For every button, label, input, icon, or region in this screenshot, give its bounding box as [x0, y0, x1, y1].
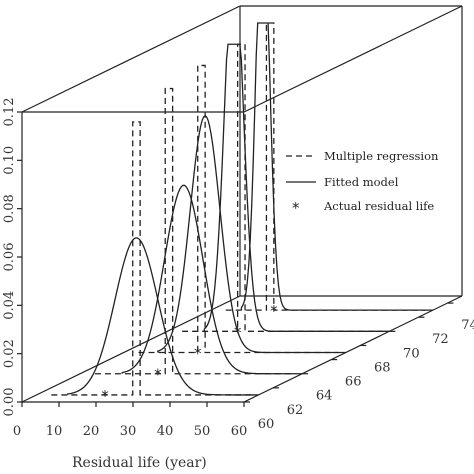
- x-tick-label: 30: [120, 424, 137, 439]
- z-tick-label: 0.08: [2, 194, 17, 223]
- legend-star-marker: *: [292, 199, 300, 217]
- fitted-model-curve: [157, 114, 346, 354]
- y-tick-label: 74: [461, 318, 474, 333]
- legend: Multiple regression Fitted model * Actua…: [286, 149, 439, 217]
- legend-label-fitted-model: Fitted model: [324, 175, 399, 189]
- legend-label-multiple-regression: Multiple regression: [324, 149, 439, 163]
- actual-residual-life-marker: *: [270, 302, 278, 320]
- box-edge-ftl-btl: [21, 5, 241, 113]
- z-tick-label: 0.00: [2, 388, 17, 417]
- multiple-regression-line: [225, 22, 426, 311]
- x-tick-label: 0: [13, 424, 21, 439]
- legend-label-actual-residual-life: Actual residual life: [323, 199, 434, 213]
- z-tick-label: 0.02: [2, 339, 17, 368]
- axis-ticks: 0 10 20 30 40 50 60 60 62 64 66 68 70 72 74 0.00 0.02 0.0…: [2, 98, 474, 439]
- box-edge-fbr-bbr: [243, 295, 463, 403]
- fitted-model-curve: [67, 237, 259, 396]
- z-tick-label: 0.10: [2, 146, 17, 175]
- x-tick-label: 10: [46, 424, 63, 439]
- series-layer: * * * * *: [51, 22, 433, 405]
- x-tick-label: 20: [83, 424, 100, 439]
- z-tick-label: 0.04: [2, 291, 17, 320]
- fitted-model-curve: [121, 184, 303, 375]
- box-edge-fbl-bbl: [21, 295, 241, 403]
- y-tick-label: 62: [287, 403, 304, 418]
- y-tick-label: 70: [403, 346, 420, 361]
- x-axis-title: Residual life (year): [72, 455, 207, 471]
- x-tick-label: 40: [157, 424, 174, 439]
- actual-residual-life-marker: *: [194, 345, 202, 363]
- y-tick-label: 66: [345, 375, 362, 390]
- z-tick-label: 0.06: [2, 243, 17, 272]
- y-tick-label: 64: [316, 389, 333, 404]
- x-tick-label: 60: [231, 424, 248, 439]
- z-tick-label: 0.12: [2, 98, 17, 127]
- y-tick-label: 72: [432, 332, 449, 347]
- actual-residual-life-marker: *: [101, 387, 109, 405]
- y-tick-label: 60: [258, 417, 275, 432]
- box-edge-ftr-btr: [243, 5, 463, 113]
- multiple-regression-line: [51, 121, 252, 396]
- x-tick-label: 50: [194, 424, 211, 439]
- y-tick-label: 68: [374, 360, 391, 375]
- actual-residual-life-marker: *: [154, 366, 162, 384]
- multiple-regression-line: [138, 64, 339, 354]
